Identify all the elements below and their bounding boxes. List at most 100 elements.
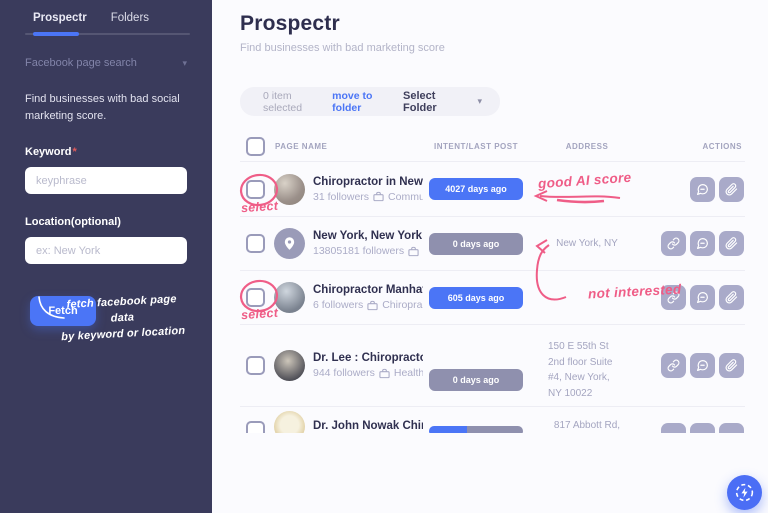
message-button[interactable] bbox=[690, 353, 715, 378]
message-button[interactable] bbox=[690, 285, 715, 310]
location-label: Location(optional) bbox=[25, 216, 121, 228]
location-pin-avatar bbox=[274, 228, 305, 259]
row-actions bbox=[645, 353, 745, 378]
page-meta: 6 followers Chiropractor bbox=[313, 299, 423, 311]
selection-toolbar: 0 item selected move to folder Select Fo… bbox=[240, 87, 500, 116]
page-name: Chiropractor in New York bbox=[313, 175, 423, 188]
link-button[interactable] bbox=[661, 285, 686, 310]
row-checkbox[interactable] bbox=[246, 179, 265, 199]
briefcase-icon bbox=[373, 191, 384, 202]
page-meta: 13805181 followers City bbox=[313, 245, 423, 257]
link-icon bbox=[667, 237, 680, 250]
address-cell: 150 E 55th St 2nd floor Suite #4, New Yo… bbox=[548, 341, 613, 399]
row-actions bbox=[645, 231, 745, 256]
select-folder-dropdown[interactable]: Select Folder ▾ bbox=[403, 89, 482, 114]
row-checkbox[interactable] bbox=[246, 356, 265, 375]
row-checkbox[interactable] bbox=[246, 234, 265, 253]
table-row: Chiropractor in New York 31 followers Co… bbox=[240, 162, 745, 217]
page-name: Dr. Lee : Chiropractor &... bbox=[313, 352, 423, 364]
table-row: Dr. Lee : Chiropractor &... 944 follower… bbox=[240, 325, 745, 407]
briefcase-icon bbox=[379, 368, 390, 378]
message-button[interactable] bbox=[690, 423, 715, 433]
avatar bbox=[274, 350, 305, 381]
col-address: ADDRESS bbox=[565, 142, 609, 151]
chevron-down-icon: ▾ bbox=[182, 57, 187, 68]
active-tab-indicator bbox=[33, 32, 79, 36]
selected-count: 0 item selected bbox=[263, 89, 303, 114]
table-row: New York, New York 13805181 followers Ci… bbox=[240, 217, 745, 271]
address-cell: 817 Abbott Rd, bbox=[553, 420, 621, 431]
row-actions bbox=[645, 285, 745, 310]
row-checkbox[interactable] bbox=[246, 421, 265, 433]
select-all-checkbox[interactable] bbox=[246, 137, 265, 156]
keyword-input[interactable] bbox=[25, 167, 187, 194]
briefcase-icon bbox=[408, 246, 419, 256]
keyword-label: Keyword* bbox=[25, 146, 77, 158]
attach-button[interactable] bbox=[719, 285, 744, 310]
handwritten-note-fetch: fetch facebook page data by keyword or l… bbox=[60, 293, 186, 344]
avatar bbox=[274, 411, 305, 433]
avatar bbox=[274, 173, 305, 205]
tab-folders[interactable]: Folders bbox=[110, 12, 150, 24]
last-post-badge bbox=[429, 426, 523, 433]
page-title: Prospectr bbox=[240, 12, 340, 35]
last-post-badge: 0 days ago bbox=[429, 369, 523, 391]
page-name: Chiropractor Manhatta... bbox=[313, 284, 423, 296]
facebook-page-search-dropdown[interactable]: Facebook page search ▾ bbox=[25, 57, 187, 69]
tab-divider bbox=[25, 32, 190, 36]
link-icon bbox=[667, 291, 680, 304]
message-button[interactable] bbox=[690, 231, 715, 256]
row-actions bbox=[645, 176, 745, 202]
page-subtitle: Find businesses with bad marketing score bbox=[240, 42, 445, 54]
sidebar-description: Find businesses with bad social marketin… bbox=[25, 93, 180, 122]
chat-icon bbox=[697, 360, 708, 371]
last-post-badge: 4027 days ago bbox=[429, 178, 523, 200]
paperclip-icon bbox=[725, 359, 738, 372]
paperclip-icon bbox=[725, 237, 738, 250]
chevron-down-icon: ▾ bbox=[477, 96, 482, 106]
table-body: Chiropractor in New York 31 followers Co… bbox=[240, 162, 745, 433]
link-button[interactable] bbox=[661, 423, 686, 433]
facebook-page-search-label: Facebook page search bbox=[25, 57, 137, 69]
tab-prospectr[interactable]: Prospectr bbox=[33, 12, 87, 24]
message-button[interactable] bbox=[690, 176, 715, 202]
location-input[interactable] bbox=[25, 237, 187, 264]
attach-button[interactable] bbox=[719, 231, 744, 256]
chat-icon bbox=[697, 183, 708, 195]
table-row: Chiropractor Manhatta... 6 followers Chi… bbox=[240, 271, 745, 325]
page-name: Dr. John Nowak Chirop... bbox=[313, 420, 423, 432]
move-to-folder-button[interactable]: move to folder bbox=[332, 89, 373, 114]
attach-button[interactable] bbox=[719, 176, 744, 202]
sidebar-tabs: Prospectr Folders bbox=[25, 12, 187, 24]
row-checkbox[interactable] bbox=[246, 288, 265, 307]
attach-button[interactable] bbox=[719, 423, 744, 433]
sidebar: Prospectr Folders Facebook page search ▾… bbox=[0, 0, 212, 513]
required-asterisk: * bbox=[72, 146, 77, 158]
briefcase-icon bbox=[367, 300, 378, 310]
col-intent: INTENT/LAST POST bbox=[434, 142, 518, 151]
paperclip-icon bbox=[725, 182, 738, 195]
attach-button[interactable] bbox=[719, 353, 744, 378]
last-post-badge: 0 days ago bbox=[429, 232, 523, 255]
row-actions bbox=[645, 423, 745, 433]
main-content: Prospectr Find businesses with bad marke… bbox=[212, 0, 768, 513]
chat-icon bbox=[697, 292, 708, 303]
avatar bbox=[274, 282, 305, 313]
paperclip-icon bbox=[725, 291, 738, 304]
page-meta: 944 followers Health & Med bbox=[313, 367, 423, 379]
link-icon bbox=[667, 359, 680, 372]
link-button[interactable] bbox=[661, 231, 686, 256]
table-header: PAGE NAME INTENT/LAST POST ADDRESS ACTIO… bbox=[240, 132, 745, 162]
page-name: New York, New York bbox=[313, 230, 423, 242]
page-meta: 31 followers Community bbox=[313, 190, 423, 203]
results-table: PAGE NAME INTENT/LAST POST ADDRESS ACTIO… bbox=[240, 132, 745, 433]
bolt-icon bbox=[735, 483, 754, 502]
col-actions: ACTIONS bbox=[702, 142, 742, 151]
assistant-boost-button[interactable] bbox=[727, 475, 762, 510]
link-button[interactable] bbox=[661, 353, 686, 378]
address-cell: New York, NY bbox=[556, 237, 618, 249]
map-pin-icon bbox=[284, 237, 295, 250]
col-page-name: PAGE NAME bbox=[275, 142, 328, 151]
last-post-badge: 605 days ago bbox=[429, 286, 523, 309]
chat-icon bbox=[697, 238, 708, 249]
